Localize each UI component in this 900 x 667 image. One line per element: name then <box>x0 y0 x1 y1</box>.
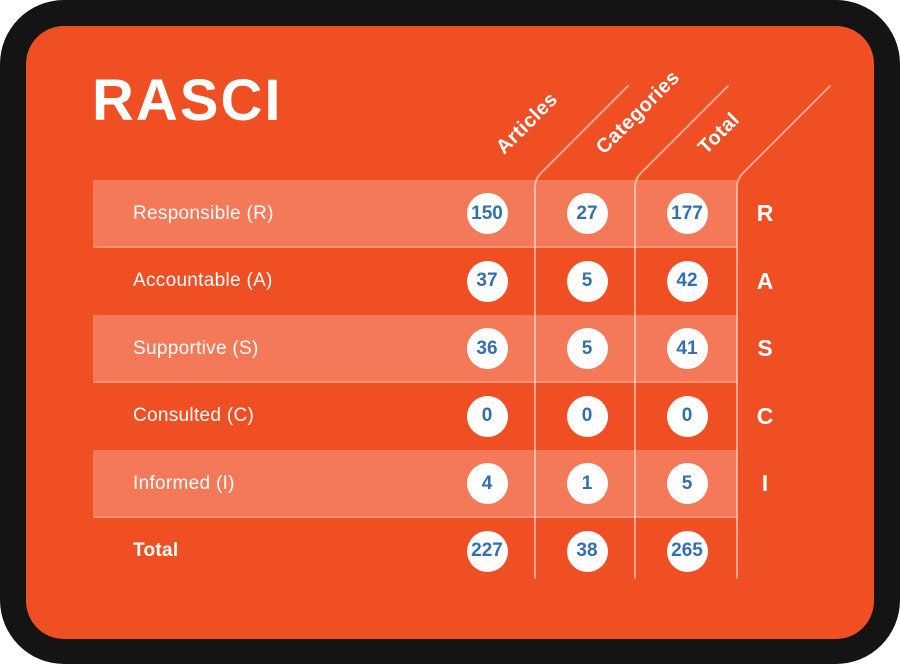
total-label: Total <box>133 540 179 562</box>
rasci-card: RASCI Articles Categories Total Responsi… <box>26 26 874 639</box>
table-row-supportive: Supportive (S) 36 5 41 <box>93 315 737 383</box>
total-circle: 227 <box>466 530 508 572</box>
row-letter-s: S <box>757 335 773 362</box>
value-circle: 36 <box>466 328 508 370</box>
value-circle: 1 <box>566 463 608 505</box>
table-row-informed: Informed (I) 4 1 5 <box>93 450 737 518</box>
value-circle: 41 <box>666 328 708 370</box>
value-circle: 0 <box>466 395 508 437</box>
page-title: RASCI <box>92 68 283 133</box>
rasci-table: Responsible (R) 150 27 177 Accountable (… <box>93 180 737 585</box>
value-circle: 37 <box>466 260 508 302</box>
value-circle: 27 <box>566 193 608 235</box>
value-circle: 0 <box>666 395 708 437</box>
table-row-accountable: Accountable (A) 37 5 42 <box>93 248 737 316</box>
column-divider-lines <box>534 85 831 579</box>
total-circle: 38 <box>566 530 608 572</box>
row-letter-c: C <box>756 402 774 429</box>
value-circle: 42 <box>666 260 708 302</box>
total-circle: 265 <box>666 530 708 572</box>
row-label: Responsible (R) <box>133 202 274 224</box>
value-circle: 150 <box>466 193 508 235</box>
value-circle: 5 <box>666 463 708 505</box>
value-circle: 5 <box>566 260 608 302</box>
row-label: Accountable (A) <box>133 270 273 292</box>
table-row-consulted: Consulted (C) 0 0 0 <box>93 383 737 451</box>
row-letter-i: I <box>761 470 769 497</box>
row-letter-a: A <box>756 267 774 294</box>
value-circle: 177 <box>666 193 708 235</box>
row-letter-r: R <box>756 200 774 227</box>
table-row-responsible: Responsible (R) 150 27 177 <box>93 180 737 248</box>
value-circle: 0 <box>566 395 608 437</box>
value-circle: 4 <box>466 463 508 505</box>
value-circle: 5 <box>566 328 608 370</box>
row-label: Informed (I) <box>133 472 235 494</box>
row-label: Supportive (S) <box>133 337 259 359</box>
row-label: Consulted (C) <box>133 405 255 427</box>
table-row-total: Total 227 38 265 <box>93 518 737 586</box>
row-letter-column: R A S C I <box>735 180 795 518</box>
